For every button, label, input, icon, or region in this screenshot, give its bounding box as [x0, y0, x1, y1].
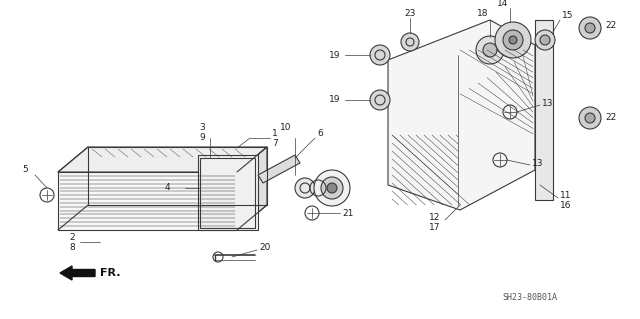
Circle shape: [476, 36, 504, 64]
Circle shape: [401, 33, 419, 51]
Circle shape: [503, 30, 523, 50]
Polygon shape: [198, 155, 258, 230]
Circle shape: [509, 36, 517, 44]
Circle shape: [327, 183, 337, 193]
Text: 11: 11: [560, 190, 572, 199]
Circle shape: [295, 178, 315, 198]
Circle shape: [585, 23, 595, 33]
Circle shape: [370, 45, 390, 65]
Text: 4: 4: [164, 183, 170, 192]
Polygon shape: [237, 147, 267, 230]
Text: 22: 22: [605, 20, 616, 29]
Polygon shape: [388, 20, 535, 210]
Circle shape: [483, 43, 497, 57]
Circle shape: [540, 35, 550, 45]
Polygon shape: [58, 172, 237, 230]
Text: 1: 1: [272, 129, 278, 137]
Polygon shape: [258, 155, 300, 183]
Text: 7: 7: [272, 138, 278, 147]
FancyArrow shape: [60, 266, 95, 280]
Text: 23: 23: [404, 9, 416, 18]
Text: 17: 17: [429, 224, 440, 233]
Circle shape: [585, 113, 595, 123]
Text: 10: 10: [280, 123, 291, 132]
Text: SH23-80B01A: SH23-80B01A: [502, 293, 557, 302]
Text: 13: 13: [532, 159, 543, 167]
Text: 15: 15: [562, 11, 573, 19]
Text: 9: 9: [199, 133, 205, 143]
Text: 2: 2: [69, 234, 75, 242]
Text: 19: 19: [328, 50, 340, 60]
Text: 8: 8: [69, 243, 75, 253]
Text: FR.: FR.: [100, 268, 120, 278]
Circle shape: [535, 30, 555, 50]
Text: 19: 19: [328, 95, 340, 105]
Text: 5: 5: [22, 166, 28, 174]
Circle shape: [495, 22, 531, 58]
Text: 13: 13: [542, 99, 554, 108]
Text: 22: 22: [605, 114, 616, 122]
Text: 20: 20: [259, 243, 270, 253]
Text: 14: 14: [497, 0, 508, 9]
Text: 21: 21: [342, 209, 353, 218]
Text: 3: 3: [199, 123, 205, 132]
Text: 12: 12: [429, 213, 440, 222]
Text: 18: 18: [477, 9, 488, 18]
Polygon shape: [535, 20, 553, 200]
Text: 6: 6: [317, 129, 323, 137]
Text: 16: 16: [560, 201, 572, 210]
Circle shape: [579, 107, 601, 129]
Circle shape: [314, 170, 350, 206]
Circle shape: [370, 90, 390, 110]
Circle shape: [321, 177, 343, 199]
Circle shape: [579, 17, 601, 39]
Polygon shape: [58, 147, 267, 172]
